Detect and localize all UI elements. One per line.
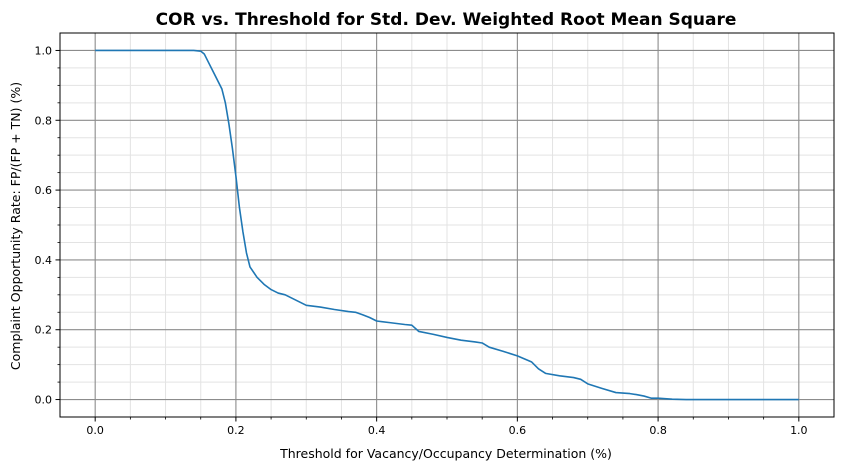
y-tick-label: 1.0 [35, 44, 53, 57]
x-tick-label: 0.2 [227, 424, 245, 437]
cor-curve-line [95, 49, 799, 401]
x-tick-label: 0.6 [509, 424, 527, 437]
x-tick-label: 0.8 [649, 424, 667, 437]
x-tick-label: 1.0 [790, 424, 808, 437]
x-axis-label: Threshold for Vacancy/Occupancy Determin… [279, 446, 612, 461]
y-tick-label: 0.8 [35, 114, 53, 127]
y-tick-label: 0.4 [35, 254, 53, 267]
series-layer [95, 49, 799, 401]
y-tick-label: 0.6 [35, 184, 53, 197]
chart-title: COR vs. Threshold for Std. Dev. Weighted… [156, 10, 737, 30]
x-tick-label: 0.0 [86, 424, 104, 437]
tick-layer: 0.0 0.2 0.4 0.6 0.8 1.0 0.0 0.2 0.4 0.6 0.8 1.0 [35, 44, 808, 437]
y-tick-label: 0.2 [35, 324, 53, 337]
minor-grid [60, 33, 834, 417]
y-axis-label: Complaint Opportunity Rate: FP/(FP + TN)… [8, 82, 23, 370]
y-tick-label: 0.0 [35, 394, 53, 407]
x-tick-label: 0.4 [368, 424, 386, 437]
